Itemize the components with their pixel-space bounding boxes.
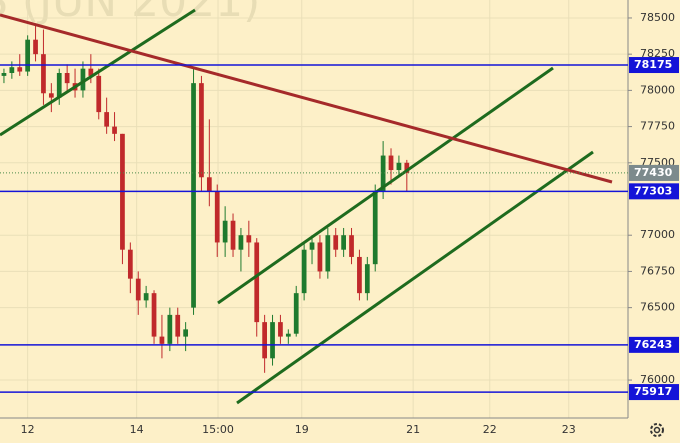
level-label-box (629, 57, 679, 74)
x-tick-label: 19 (295, 423, 309, 436)
level-label: 78175 (634, 58, 672, 71)
candle-body (238, 235, 244, 250)
candle-body (48, 93, 54, 98)
x-tick-label: 22 (483, 423, 497, 436)
candle-body (88, 68, 94, 76)
candle-body (206, 177, 212, 192)
candle-body (278, 322, 283, 337)
settings-icon[interactable] (650, 423, 664, 437)
candle-body (64, 72, 70, 84)
candle-body (380, 155, 386, 192)
level-label: 76243 (634, 338, 672, 351)
level-label: 77303 (634, 184, 672, 197)
y-tick-label: 76500 (640, 301, 675, 314)
candle-body (175, 314, 181, 337)
y-tick-label: 77000 (640, 228, 675, 241)
candle-body (270, 322, 275, 359)
candle-body (151, 293, 157, 337)
x-tick-label: 15:00 (202, 423, 234, 436)
candle-body (254, 242, 260, 323)
candle-body (262, 322, 267, 359)
candle-body (230, 220, 236, 250)
candle-body (191, 83, 196, 308)
candle-body (112, 126, 117, 134)
candle-body (80, 68, 86, 91)
last-price-label: 77430 (634, 166, 673, 179)
y-tick-label: 76000 (640, 373, 675, 386)
trend-line (0, 13, 613, 184)
last-price-box (629, 164, 679, 181)
candle-body (357, 256, 362, 294)
candle-body (25, 39, 31, 72)
candle-body (33, 39, 38, 55)
candle-body (135, 278, 141, 301)
candle-body (309, 242, 315, 250)
y-tick-label: 78250 (640, 47, 675, 60)
candle-body (246, 235, 252, 243)
candle-body (372, 191, 378, 265)
candle-body (285, 333, 291, 337)
candle-body (325, 235, 331, 272)
candle-body (41, 54, 46, 94)
candle-body (96, 75, 102, 113)
x-tick-label: 21 (406, 423, 420, 436)
candle-body (222, 220, 228, 243)
candle-body (349, 235, 354, 257)
candle-body (317, 242, 323, 272)
x-tick-label: 23 (562, 423, 576, 436)
y-tick-label: 78500 (640, 11, 675, 24)
candle-body (56, 72, 62, 98)
level-label-box (629, 183, 679, 200)
candle-body (293, 293, 299, 334)
candle-body (214, 191, 220, 243)
candle-body (127, 249, 133, 279)
candle-body (341, 235, 346, 250)
trend-line (217, 66, 554, 305)
candle-body (167, 314, 173, 344)
candle-body (199, 83, 204, 178)
candle-body (333, 235, 339, 250)
candle-body (388, 155, 394, 171)
candle-body (364, 264, 370, 294)
candle-body (301, 249, 307, 294)
trend-line (236, 150, 594, 405)
candle-body (404, 162, 410, 173)
x-tick-label: 14 (130, 423, 144, 436)
candle-body (9, 67, 15, 73)
y-tick-label: 76750 (640, 264, 675, 277)
y-tick-label: 78000 (640, 83, 675, 96)
candle-body (143, 293, 149, 301)
level-label-box (629, 336, 679, 353)
candle-body (17, 67, 23, 72)
candle-body (1, 72, 7, 76)
candle-body (183, 329, 189, 337)
y-tick-label: 77750 (640, 120, 675, 133)
trend-line (0, 8, 196, 137)
level-label-box (629, 384, 679, 401)
x-tick-label: 12 (21, 423, 35, 436)
watermark: S (JUN 2021) (0, 0, 260, 27)
candle-body (104, 112, 110, 127)
candle-body (396, 162, 402, 171)
candle-body (159, 336, 165, 344)
level-label: 75917 (634, 385, 672, 398)
